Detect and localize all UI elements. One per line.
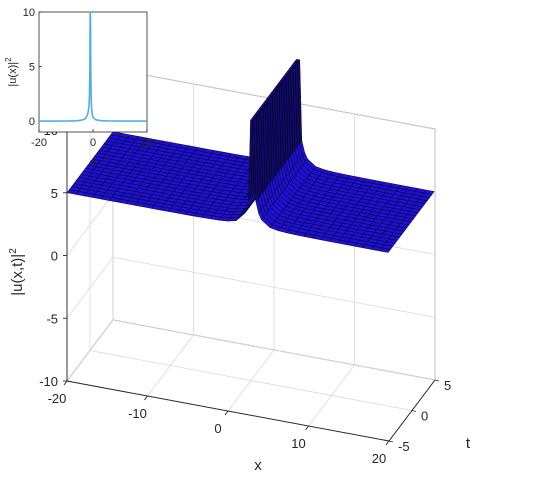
x-tick-label: -20 — [48, 391, 67, 406]
z-axis-label-exponent: 2 — [8, 248, 19, 254]
inset-y-tick-label: 10 — [23, 7, 35, 19]
inset-x-tick-label: 0 — [90, 137, 96, 149]
z-tick-label: 5 — [51, 186, 58, 201]
inset-series-line — [39, 11, 147, 122]
x-tick-label: -10 — [128, 406, 147, 421]
inset-x-axis-label: x — [90, 157, 96, 169]
inset-y-tick-label: 0 — [29, 116, 35, 128]
surface-mesh — [66, 58, 435, 253]
x-tick-mark — [305, 425, 309, 431]
inset-x-tick-label: -20 — [31, 137, 47, 149]
t-tick-label: 0 — [421, 409, 428, 424]
t-tick-mark — [434, 379, 440, 382]
inset-y-axis-label-exponent: 2 — [4, 57, 13, 62]
inset-y-axis-label-base: |u(x)| — [7, 62, 19, 87]
t-tick-mark — [411, 410, 417, 412]
grid-line-t-floor — [89, 350, 413, 411]
inset-ticks: -20 0 20 0 5 10 — [23, 7, 153, 149]
z-axis-label: |u(x,t)|2 — [8, 248, 26, 296]
t-axis-label: t — [466, 435, 471, 452]
x-tick-mark — [144, 395, 148, 401]
x-axis-label: x — [254, 457, 262, 474]
x-tick-label: 0 — [214, 421, 221, 436]
z-tick-label: 0 — [51, 249, 58, 264]
surface-patch — [379, 247, 391, 253]
grid-line-z-left — [66, 257, 114, 319]
x-tick-mark — [63, 380, 68, 386]
x-tick-mark — [224, 410, 229, 416]
t-tick-mark — [388, 440, 394, 443]
z-tick-label: -5 — [46, 311, 58, 326]
axes-labels: x t |u(x,t)|2 — [8, 248, 471, 474]
z-axis-label-base: |u(x,t)| — [9, 254, 26, 296]
t-tick-label: 5 — [444, 378, 451, 393]
grid-line-z-left — [66, 194, 114, 256]
grid-line-z-right — [112, 319, 436, 381]
inset-y-tick-label: 5 — [29, 62, 35, 74]
x-tick-label: 10 — [291, 436, 305, 451]
t-tick-label: -5 — [398, 439, 410, 454]
inset-x-tick-label: 20 — [141, 137, 153, 149]
x-tick-label: 20 — [372, 451, 386, 466]
grid-line-z-left — [66, 319, 114, 382]
inset-background — [38, 11, 148, 133]
inset-y-axis-label: |u(x)|2 — [4, 57, 19, 87]
grid-line-z-right — [112, 256, 436, 318]
x-tick-mark — [385, 440, 390, 446]
z-tick-label: -10 — [39, 374, 58, 389]
